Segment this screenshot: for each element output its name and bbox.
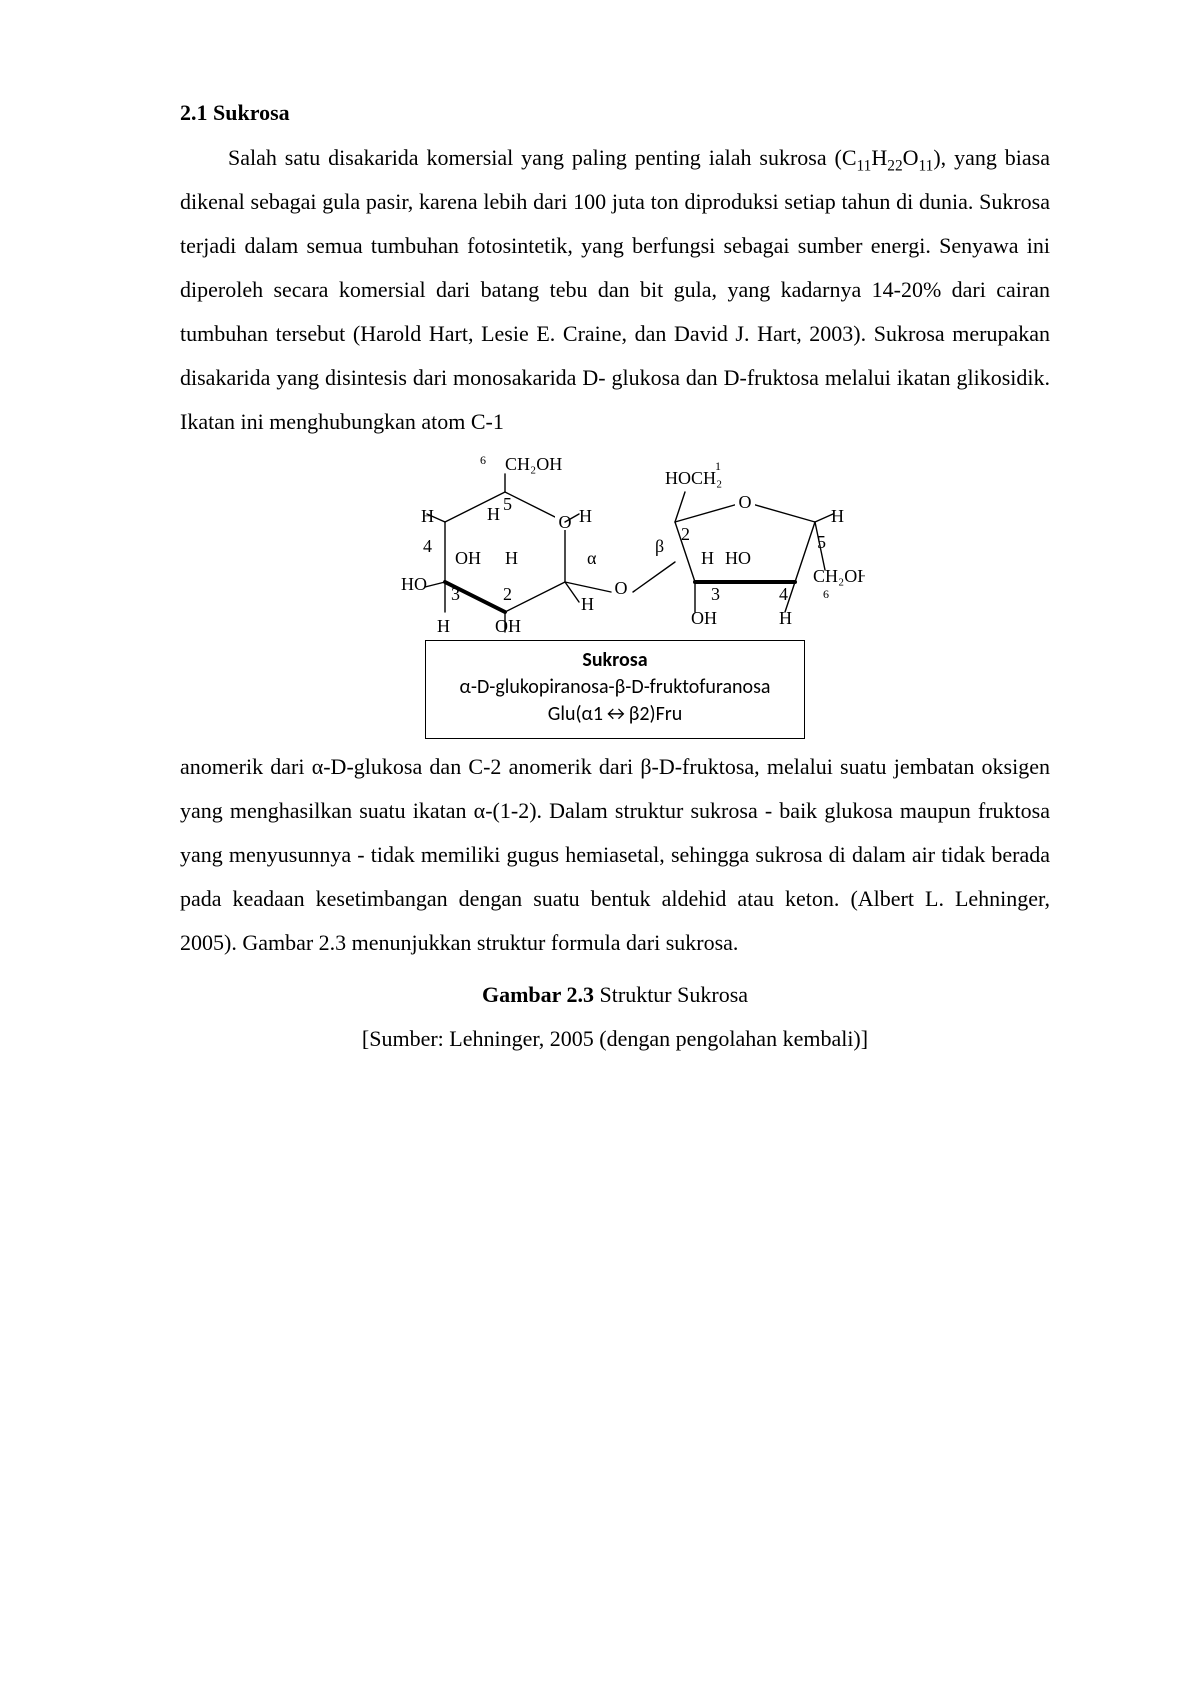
- caption-bold: Gambar 2.3: [482, 982, 594, 1007]
- svg-text:6: 6: [480, 453, 486, 467]
- document-page: 2.1 Sukrosa Salah satu disakarida komers…: [0, 0, 1200, 1698]
- caption-source: [Sumber: Lehninger, 2005 (dengan pengola…: [180, 1017, 1050, 1061]
- svg-text:H: H: [437, 616, 450, 636]
- svg-text:3: 3: [711, 584, 720, 604]
- svg-text:HOCH₂: HOCH₂: [665, 468, 722, 488]
- svg-text:5: 5: [817, 532, 826, 552]
- structure-figure: OCH₂OH65HHHα2OH3HH4OHHOHOOHOCH₂1β2HHO3OH…: [180, 452, 1050, 739]
- svg-text:2: 2: [503, 584, 512, 604]
- section-heading: 2.1 Sukrosa: [180, 100, 1050, 126]
- paragraph-1: Salah satu disakarida komersial yang pal…: [180, 136, 1050, 444]
- para1-pre: Salah satu disakarida komersial yang pal…: [228, 145, 857, 170]
- svg-text:H: H: [505, 548, 518, 568]
- para1-post: ), yang biasa dikenal sebagai gula pasir…: [180, 145, 1050, 434]
- structure-line3: Glu(α1↔β2)Fru: [444, 701, 786, 728]
- caption-rest: Struktur Sukrosa: [594, 982, 748, 1007]
- svg-text:α: α: [587, 548, 597, 568]
- svg-text:OH: OH: [495, 616, 521, 636]
- formula-mid2: O: [903, 145, 919, 170]
- svg-text:H: H: [779, 608, 792, 628]
- svg-text:2: 2: [681, 524, 690, 544]
- figure-caption: Gambar 2.3 Struktur Sukrosa [Sumber: Leh…: [180, 973, 1050, 1061]
- svg-text:O: O: [739, 492, 752, 512]
- svg-text:O: O: [615, 578, 628, 598]
- structure-line2: α-D-glukopiranosa-β-D-fruktofuranosa: [444, 674, 786, 701]
- svg-text:5: 5: [503, 494, 512, 514]
- svg-text:HO: HO: [725, 548, 751, 568]
- svg-text:OH: OH: [691, 608, 717, 628]
- svg-text:H: H: [701, 548, 714, 568]
- formula-sub3: 11: [919, 157, 934, 174]
- svg-text:H: H: [581, 594, 594, 614]
- svg-text:H: H: [579, 506, 592, 526]
- svg-text:H: H: [831, 506, 844, 526]
- svg-text:4: 4: [423, 536, 432, 556]
- structure-figure-inner: OCH₂OH65HHHα2OH3HH4OHHOHOOHOCH₂1β2HHO3OH…: [365, 452, 865, 739]
- svg-text:OH: OH: [455, 548, 481, 568]
- sucrose-structure-svg: OCH₂OH65HHHα2OH3HH4OHHOHOOHOCH₂1β2HHO3OH…: [365, 452, 865, 642]
- svg-text:H: H: [421, 506, 434, 526]
- formula-mid1: H: [871, 145, 887, 170]
- svg-text:CH₂OH: CH₂OH: [505, 454, 562, 474]
- svg-text:CH₂OH: CH₂OH: [813, 566, 865, 586]
- svg-text:4: 4: [779, 584, 788, 604]
- svg-text:3: 3: [451, 584, 460, 604]
- structure-label-box: Sukrosa α-D-glukopiranosa-β-D-fruktofura…: [425, 640, 805, 739]
- caption-line1: Gambar 2.3 Struktur Sukrosa: [180, 973, 1050, 1017]
- formula-sub1: 11: [857, 157, 872, 174]
- structure-title: Sukrosa: [444, 647, 786, 674]
- svg-text:6: 6: [823, 587, 829, 601]
- paragraph-2: anomerik dari α-D-glukosa dan C-2 anomer…: [180, 745, 1050, 965]
- svg-text:HO: HO: [401, 574, 427, 594]
- formula-sub2: 22: [887, 157, 902, 174]
- svg-text:1: 1: [715, 459, 721, 473]
- svg-text:H: H: [487, 504, 500, 524]
- svg-text:β: β: [655, 536, 664, 556]
